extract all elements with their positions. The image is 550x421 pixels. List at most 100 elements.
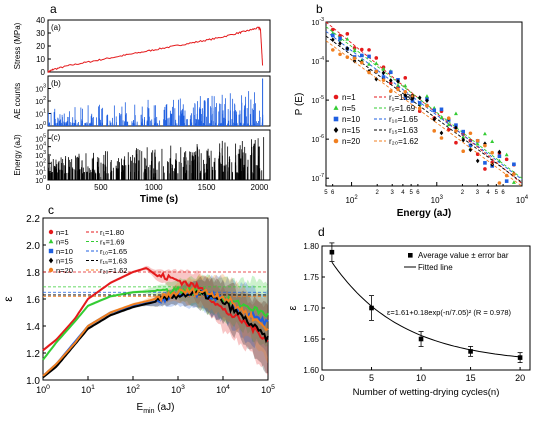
pe-minor-tick-label: 2	[461, 190, 465, 196]
pe-ytick-label: 10-3	[312, 17, 325, 27]
pe-legend-marker	[333, 138, 339, 144]
pe-data-point	[403, 76, 408, 80]
epsilon-legend-marker	[48, 267, 54, 273]
pe-data-point	[417, 101, 422, 105]
stress-series-line	[47, 26, 264, 73]
pe-data-point	[367, 48, 371, 52]
time-xtick-label: 2000	[251, 183, 269, 192]
stress-panel-tag: (a)	[51, 23, 61, 32]
pe-data-point	[432, 117, 437, 122]
energy-ytick-label: 104	[35, 142, 46, 152]
emin-xtick-label: 105	[261, 384, 275, 395]
pe-legend-label: n=15	[342, 126, 361, 135]
pe-data-point	[374, 61, 379, 65]
pe-data-point	[374, 76, 379, 82]
pe-data-point	[359, 47, 364, 52]
pe-xlabel: Energy (aJ)	[397, 208, 451, 219]
energy-ytick-label: 103	[35, 150, 46, 160]
pe-legend-marker	[333, 127, 339, 133]
energy-ytick-label: 102	[35, 158, 46, 168]
cycles-data-point	[329, 249, 335, 255]
pe-data-point	[483, 161, 487, 165]
cycles-legend-fit-label: Fitted line	[418, 263, 453, 272]
pe-minor-tick-label: 3	[391, 190, 395, 196]
stress-ylabel: Stress (MPa)	[13, 22, 22, 69]
pe-data-point	[417, 95, 422, 101]
pe-minor-tick-label: 6	[416, 190, 420, 196]
ae-ylabel: AE counts	[13, 83, 22, 119]
pe-data-point	[490, 150, 494, 155]
pe-legend-fit-label: r₅=1.69	[389, 104, 416, 113]
pe-data-point	[504, 152, 509, 157]
ae-ytick-label: 100	[35, 121, 46, 131]
stress-ytick-label: 20	[36, 42, 45, 51]
pe-xtick-label: 104	[516, 195, 529, 205]
epsilon-series-line	[42, 289, 269, 379]
pe-data-point	[504, 157, 509, 162]
pe-data-point	[381, 66, 386, 71]
panel-letter-d: d	[318, 225, 325, 239]
pe-legend-label: n=20	[342, 137, 361, 146]
pe-data-point	[381, 75, 386, 79]
epsilon-ytick-label: 1.2	[26, 349, 40, 360]
pe-data-point	[352, 46, 357, 50]
emin-xtick-label: 102	[126, 384, 140, 395]
cycles-data-point	[369, 305, 374, 311]
epsilon-ytick-label: 2.0	[26, 241, 40, 252]
pe-data-point	[475, 141, 480, 146]
pe-legend-marker	[333, 94, 339, 100]
cycles-ytick-label: 1.60	[303, 366, 319, 375]
emin-xtick-label: 100	[36, 384, 50, 395]
pe-data-point	[388, 78, 393, 83]
pe-data-point	[338, 41, 342, 46]
epsilon-legend-label: n=20	[56, 266, 73, 275]
pe-data-point	[483, 167, 487, 171]
emin-xtick-label: 104	[216, 384, 230, 395]
pe-minor-tick-label: 5	[495, 190, 499, 196]
epsilon-series-line	[42, 285, 269, 361]
cycles-xtick-label: 20	[515, 373, 525, 383]
pe-data-point	[454, 123, 458, 127]
pe-fit-line	[325, 40, 523, 187]
emin-xtick-label: 101	[81, 384, 95, 395]
pe-data-point	[439, 107, 444, 112]
pe-data-point	[338, 36, 342, 41]
pe-data-point	[388, 89, 393, 94]
epsilon-ytick-label: 1.6	[26, 295, 40, 306]
pe-data-point	[367, 54, 371, 59]
pe-data-point	[497, 181, 502, 185]
pe-ylabel: P (E)	[294, 93, 305, 116]
pe-data-point	[338, 52, 342, 57]
cycles-ytick-label: 1.80	[303, 242, 319, 251]
cycles-xtick-label: 10	[416, 373, 426, 383]
epsilon-legend-label: n=15	[56, 257, 73, 266]
pe-data-point	[446, 127, 451, 132]
cycles-ytick-label: 1.65	[303, 335, 319, 344]
pe-data-point	[374, 56, 379, 60]
ae-ytick-label: 102	[35, 96, 46, 106]
pe-legend-fit-label: r₁₀=1.65	[389, 115, 418, 124]
pe-legend-label: n=1	[342, 93, 356, 102]
epsilon-legend-label: n=5	[56, 238, 69, 247]
pe-data-point	[468, 131, 473, 136]
pe-data-point	[403, 92, 408, 98]
pe-minor-tick-label: 4	[401, 190, 405, 196]
time-xtick-label: 1500	[198, 183, 216, 192]
stress-ytick-label: 0	[41, 68, 46, 77]
epsilon-series-line	[42, 267, 269, 352]
pe-data-point	[396, 87, 400, 92]
pe-minor-tick-label: 2	[376, 190, 380, 196]
ae-panel-tag: (b)	[51, 79, 61, 88]
stress-ytick-label: 30	[36, 29, 45, 38]
pe-data-point	[454, 129, 458, 133]
epsilon-series-line	[42, 286, 269, 377]
pe-data-point	[512, 172, 516, 176]
pe-data-point	[461, 129, 465, 134]
energy-ytick-label: 101	[35, 167, 46, 177]
pe-data-point	[345, 37, 350, 41]
pe-minor-tick-label: 3	[476, 190, 480, 196]
time-xlabel: Time (s)	[140, 194, 178, 205]
pe-legend-label: n=10	[342, 115, 361, 124]
pe-legend-marker	[333, 105, 339, 110]
